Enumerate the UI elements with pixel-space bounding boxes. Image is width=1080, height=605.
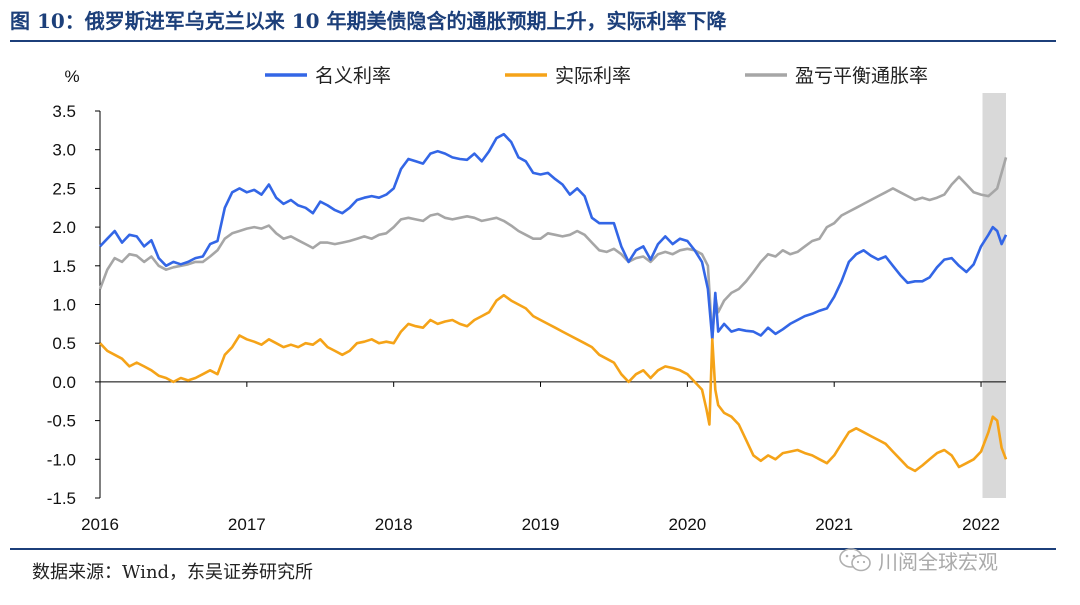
legend-label-1: 实际利率 [555, 65, 631, 87]
x-tick-label: 2019 [522, 515, 560, 534]
x-tick-label: 2021 [815, 515, 853, 534]
series-line-2 [98, 157, 1008, 341]
y-axis-label: % [64, 67, 79, 86]
series-line-0 [99, 132, 1008, 341]
data-source: 数据来源：Wind，东吴证券研究所 [32, 562, 314, 583]
y-tick-label: 3.5 [52, 102, 76, 121]
highlight-span [982, 93, 1006, 498]
axes-layer: 3.5 3.0 2.5 2.0 1.5 1.0 0.5 0.0 -0.5 -1.0 -1.5% 201… [47, 67, 1006, 534]
line-chart: 3.5 3.0 2.5 2.0 1.5 1.0 0.5 0.0 -0.5 -1.0 -1.5% 201… [47, 65, 1008, 534]
y-tick-label: 0.0 [52, 373, 76, 392]
x-tick-label: 2016 [81, 515, 119, 534]
figure-title: 图 10：俄罗斯进军乌克兰以来 10 年期美债隐含的通胀预期上升，实际利率下降 [10, 9, 727, 33]
bottom-divider [10, 548, 1056, 550]
y-tick-label: 3.0 [52, 141, 76, 160]
y-tick-label: 2.5 [52, 179, 76, 198]
y-tick-label: 1.0 [52, 296, 76, 315]
x-tick-label: 2022 [962, 515, 1000, 534]
wechat-icon [839, 548, 871, 572]
y-tick-label: 2.0 [52, 218, 76, 237]
x-tick-label: 2018 [375, 515, 413, 534]
series-layer [98, 132, 1008, 473]
y-tick-label: -0.5 [47, 412, 76, 431]
highlight-layer [982, 93, 1006, 498]
legend-label-2: 盈亏平衡通胀率 [795, 65, 928, 87]
legend: 名义利率 实际利率 盈亏平衡通胀率 [265, 65, 928, 87]
y-tick-label: 1.5 [52, 257, 76, 276]
legend-label-0: 名义利率 [315, 65, 391, 87]
y-tick-label: -1.5 [47, 489, 76, 508]
x-tick-label: 2017 [228, 515, 266, 534]
watermark-text: 川阅全球宏观 [878, 549, 998, 574]
title-divider [10, 40, 1056, 42]
x-tick-label: 2020 [668, 515, 706, 534]
y-tick-label: -1.0 [47, 450, 76, 469]
watermark: 川阅全球宏观 [838, 544, 1058, 576]
y-tick-label: 0.5 [52, 334, 76, 353]
series-line-1 [99, 293, 1008, 473]
